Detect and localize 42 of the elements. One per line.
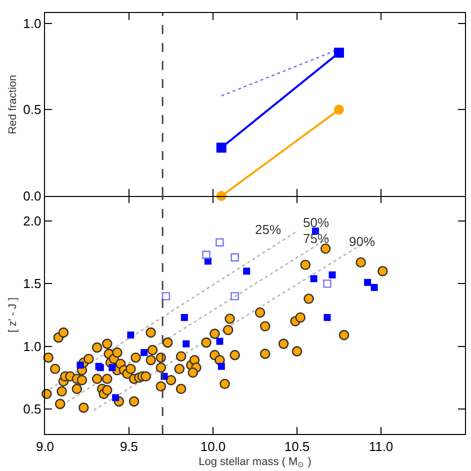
x-tick-label: 10.5 [284,438,310,454]
point [162,292,170,300]
y-tick-label: 1.0 [23,338,42,354]
annotation: 25% [255,222,282,237]
point [230,292,239,300]
annotation: 90% [349,234,376,249]
y-tick-label: 2.0 [23,214,42,229]
point [180,314,188,322]
x-axis-title: Log stellar mass ( M$_{⊙}$ ) [198,456,312,470]
point [216,142,226,153]
point [328,271,336,278]
y-tick-label: 1.5 [23,276,42,292]
annotation: 50% [303,215,330,230]
x-tick-label: 10.0 [200,438,226,454]
point [140,349,148,356]
y-tick-label: 1.0 [23,16,42,31]
point [182,340,190,348]
point [243,268,250,275]
y-axis-title: [ z′ - J ] [6,297,19,333]
point [334,104,344,115]
y-axis-title: Red fraction [6,74,19,134]
y-tick-label: 0.0 [23,188,42,204]
y-tick-label: 0.5 [23,402,42,416]
point [202,250,210,259]
y-tick-label: 0.5 [23,102,42,118]
point [216,238,224,246]
point [230,253,239,262]
point [218,362,225,370]
point [324,314,331,322]
annotation: 75% [303,231,330,246]
x-tick-label: 11.0 [368,438,394,454]
point [127,332,134,339]
point [310,275,318,282]
x-tick-label: 9.5 [120,438,138,454]
point [323,280,332,288]
point [108,364,116,372]
x-tick-label: 9.0 [36,438,54,454]
point [334,48,344,58]
point [216,338,224,345]
point [364,278,372,286]
point [370,284,378,291]
point [76,362,84,369]
